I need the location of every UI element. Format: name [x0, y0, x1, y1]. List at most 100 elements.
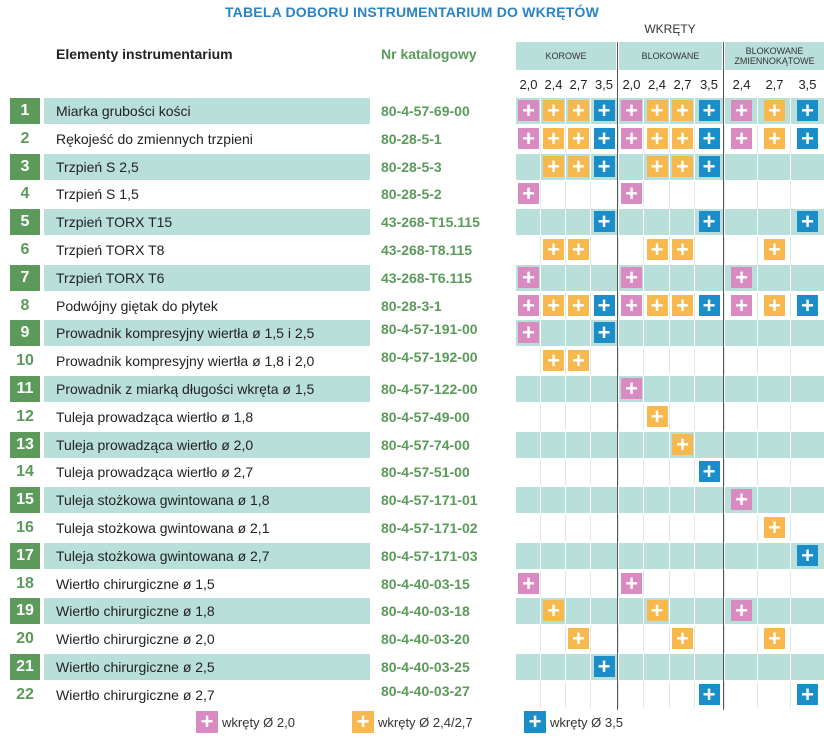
plus-icon: +	[543, 239, 564, 261]
row-number: 9	[10, 320, 40, 347]
table-row: 20 Wiertło chirurgiczne ø 2,0 80-4-40-03-2…	[0, 626, 824, 653]
cell-separator	[694, 237, 695, 263]
cell-separator	[724, 487, 725, 514]
cell-separator	[643, 570, 644, 597]
cell-separator	[565, 125, 566, 152]
cell-separator	[590, 320, 591, 347]
cell-separator	[724, 598, 725, 625]
cell-separator	[618, 681, 619, 708]
row-number: 17	[10, 542, 40, 569]
plus-icon: +	[731, 100, 752, 122]
plus-icon: +	[797, 683, 818, 705]
instrument-name: Prowadnik kompresyjny wiertła ø 1,5 i 2,…	[56, 325, 315, 342]
cell-separator	[669, 459, 670, 486]
row-number: 6	[20, 241, 30, 258]
cell-separator	[694, 403, 695, 430]
plus-icon: +	[568, 294, 589, 316]
row-shade	[44, 98, 370, 124]
plus-icon: +	[568, 155, 589, 177]
cell-separator	[540, 292, 541, 319]
cell-separator	[724, 403, 725, 430]
cell-separator	[540, 431, 541, 458]
cell-separator	[757, 542, 758, 569]
row-number: 20	[16, 630, 34, 648]
cell-separator	[724, 264, 725, 291]
cell-separator	[643, 292, 644, 319]
cell-separator	[790, 181, 791, 208]
plus-icon: +	[731, 127, 752, 149]
cell-separator	[724, 153, 725, 180]
cell-separator	[669, 376, 670, 402]
cell-separator	[590, 681, 591, 708]
cell-separator	[565, 264, 566, 291]
cell-separator	[724, 320, 725, 347]
cell-separator	[618, 348, 619, 375]
row-number: 4	[20, 185, 30, 203]
plus-icon: +	[646, 239, 668, 261]
row-matrix-bg	[516, 654, 824, 680]
cell-separator	[757, 348, 758, 375]
row-number: 5	[10, 209, 40, 236]
catalog-number: 80-4-40-03-27	[381, 682, 470, 699]
cell-separator	[618, 431, 619, 458]
cell-separator	[643, 264, 644, 291]
cell-separator	[618, 181, 619, 208]
plus-icon: +	[797, 100, 818, 122]
cell-separator	[540, 626, 541, 653]
plus-icon: +	[731, 600, 752, 622]
cell-separator	[540, 598, 541, 625]
cell-separator	[565, 459, 566, 486]
cell-separator	[669, 153, 670, 180]
plus-icon: +	[518, 572, 539, 594]
group-divider	[723, 42, 724, 710]
cell-separator	[590, 376, 591, 402]
cell-separator	[724, 542, 725, 569]
cell-separator	[790, 570, 791, 597]
cell-separator	[724, 348, 725, 375]
group-divider	[617, 42, 618, 710]
cell-separator	[618, 376, 619, 402]
cell-separator	[643, 181, 644, 208]
legend-plus-icon: +	[524, 709, 546, 734]
plus-icon: +	[698, 211, 720, 233]
plus-icon: +	[797, 544, 818, 566]
cell-separator	[757, 681, 758, 708]
cell-separator	[590, 403, 591, 430]
cell-separator	[565, 542, 566, 569]
catalog-number: 80-28-5-1	[381, 130, 442, 147]
cell-separator	[643, 487, 644, 514]
cell-separator	[590, 570, 591, 597]
plus-icon: +	[518, 294, 539, 316]
row-number: 8	[20, 296, 30, 314]
instrument-name: Trzpień TORX T6	[56, 269, 165, 286]
table-row: 1 Miarka grubości kości 80-4-57-69-00 + + + + +…	[0, 98, 824, 124]
instrument-name: Trzpień TORX T8	[56, 242, 165, 258]
cell-separator	[694, 292, 695, 319]
row-number: 19	[10, 598, 40, 625]
cell-separator	[694, 487, 695, 514]
plus-icon: +	[593, 322, 615, 344]
cell-separator	[790, 153, 791, 180]
catalog-number: 43-268-T6.115	[381, 269, 473, 286]
catalog-number: 80-4-57-51-00	[381, 464, 470, 481]
table-row: 11 Prowadnik z miarką długości wkręta ø 1…	[0, 376, 824, 402]
instrument-name: Trzpień S 1,5	[56, 186, 139, 203]
row-number: 22	[16, 685, 34, 703]
cell-separator	[643, 542, 644, 569]
cell-separator	[590, 654, 591, 680]
cell-separator	[643, 237, 644, 263]
cell-separator	[590, 98, 591, 124]
row-number: 12	[16, 407, 34, 425]
catalog-number: 80-28-5-2	[381, 186, 442, 203]
cell-separator	[618, 459, 619, 486]
plus-icon: +	[646, 100, 668, 122]
page-title: TABELA DOBORU INSTRUMENTARIUM DO WKRĘTÓW	[224, 4, 600, 20]
table-row: 2 Rękojeść do zmiennych trzpieni 80-28-5-1…	[0, 125, 824, 152]
cell-separator	[790, 264, 791, 291]
plus-icon: +	[797, 294, 818, 316]
cell-separator	[565, 237, 566, 263]
size-header-cell: 2,0	[519, 76, 538, 92]
legend-label: wkręty Ø 2,0	[222, 714, 295, 730]
instrument-name: Trzpień TORX T15	[56, 214, 173, 231]
